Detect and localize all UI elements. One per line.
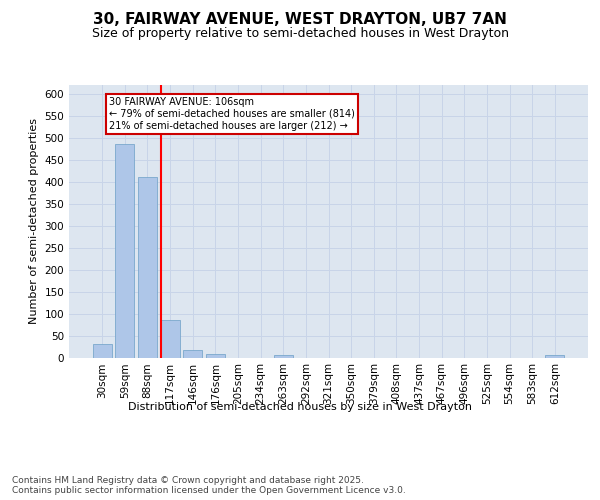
Bar — [545, 356, 565, 358]
Text: Size of property relative to semi-detached houses in West Drayton: Size of property relative to semi-detach… — [91, 28, 509, 40]
Text: Distribution of semi-detached houses by size in West Drayton: Distribution of semi-detached houses by … — [128, 402, 472, 412]
Bar — [115, 144, 134, 358]
Bar — [206, 354, 225, 358]
Text: Contains HM Land Registry data © Crown copyright and database right 2025.
Contai: Contains HM Land Registry data © Crown c… — [12, 476, 406, 495]
Bar — [92, 344, 112, 358]
Text: 30 FAIRWAY AVENUE: 106sqm
← 79% of semi-detached houses are smaller (814)
21% of: 30 FAIRWAY AVENUE: 106sqm ← 79% of semi-… — [109, 98, 355, 130]
Bar — [138, 178, 157, 358]
Bar — [160, 320, 180, 358]
Y-axis label: Number of semi-detached properties: Number of semi-detached properties — [29, 118, 39, 324]
Bar — [274, 356, 293, 358]
Bar — [183, 350, 202, 358]
Text: 30, FAIRWAY AVENUE, WEST DRAYTON, UB7 7AN: 30, FAIRWAY AVENUE, WEST DRAYTON, UB7 7A… — [93, 12, 507, 28]
